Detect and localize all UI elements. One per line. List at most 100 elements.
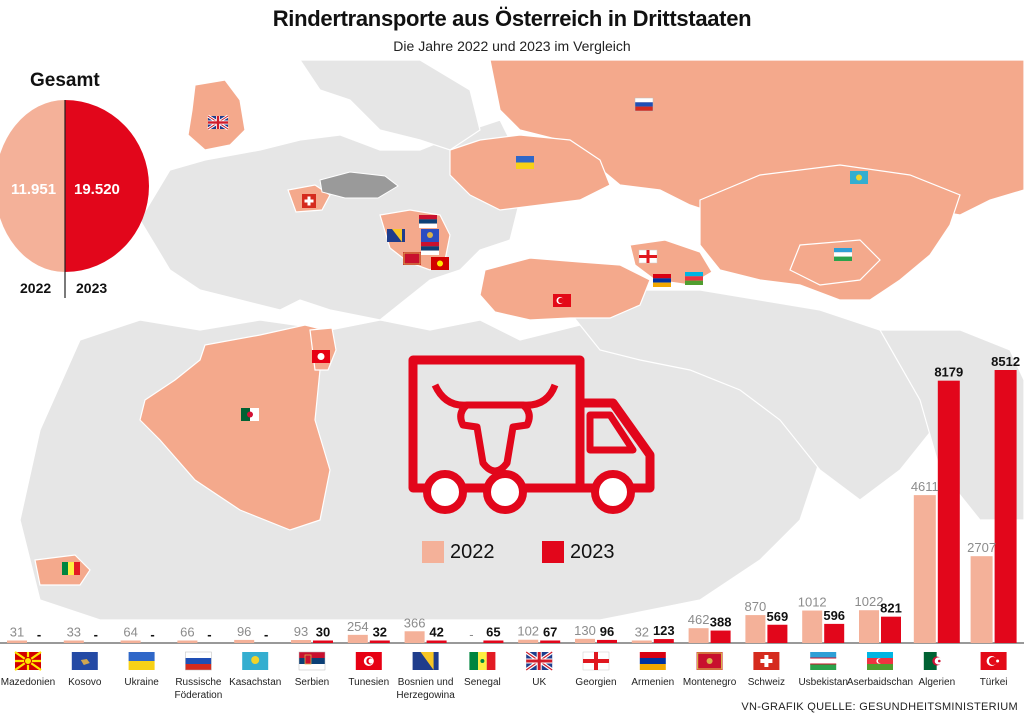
flag-icon-mk [14,651,42,671]
land-europe [139,119,521,321]
legend-swatch-2023 [542,541,564,563]
bar-2022-17 [970,556,993,643]
flag-icon-rs [298,651,326,671]
category-label-6: Tunesien [348,677,389,688]
value-label-2023-5: 30 [316,625,330,640]
category-label-8: Senegal [464,677,501,688]
flag-icon-ba [412,652,439,670]
category-label-10: Georgien [575,677,616,688]
flag-icon-dz [923,652,950,670]
bar-2023-14 [824,623,845,643]
category-label-7-1: Herzegowina [396,690,455,701]
value-label-2023-14: 596 [823,608,845,623]
bar-2022-5 [291,640,311,643]
total-title: Gesamt [30,70,100,91]
flag-icon-xk [71,652,98,670]
value-label-2023-11: 123 [653,623,675,638]
bar-2023-15 [881,616,901,643]
bar-2023-12 [710,630,731,643]
total-value-2023: 19.520 [74,181,120,198]
category-label-9: UK [532,677,546,688]
background-map [0,60,1024,620]
total-year-2022: 2022 [20,280,52,296]
value-label-2022-1: 33 [67,625,81,640]
bar-2023-17 [994,370,1017,643]
bar-2022-6 [347,634,368,643]
bar-2023-16 [937,380,960,643]
value-label-2023-17: 8512 [991,354,1020,369]
value-label-2022-11: 32 [635,625,649,640]
map-flags [62,97,868,575]
bar-2022-1 [63,640,84,643]
value-label-2022-10: 130 [574,623,596,638]
value-label-2023-3: - [207,627,211,642]
bar-2023-8 [483,640,504,643]
flag-icon-uz [810,652,837,670]
value-label-2022-8: - [469,627,473,642]
value-label-2022-14: 1012 [798,595,827,610]
value-label-2023-6: 32 [373,625,387,640]
value-label-2022-4: 96 [237,624,251,639]
category-label-0: Mazedonien [1,677,55,688]
bar-2023-13 [767,624,788,643]
bar-2022-15 [859,610,879,643]
land-middle-east [558,289,941,501]
flag-icon-ch [753,652,780,670]
value-label-2023-0: - [37,627,41,642]
bar-2022-10 [575,638,595,643]
value-label-2023-4: - [264,627,268,642]
value-label-2023-2: - [150,627,154,642]
map-uzbekistan [789,239,881,286]
category-label-15: Aserbaidschan [847,677,913,688]
map-austria [319,171,399,199]
value-label-2023-7: 42 [429,625,443,640]
legend-label-2023: 2023 [570,540,615,563]
flag-icon-tn [355,652,382,670]
bar-2023-7 [426,640,447,643]
bar-2023-6 [369,640,390,643]
bar-2023-10 [597,639,617,643]
category-label-12: Montenegro [683,677,737,688]
category-label-13: Schweiz [748,677,785,688]
category-label-17: Türkei [980,677,1008,688]
chart-title: Rindertransporte aus Österreich in Dritt… [272,6,752,31]
bar-2022-7 [404,631,425,643]
value-label-2022-2: 64 [123,625,137,640]
category-label-4: Kasachstan [229,677,281,688]
bar-2022-14 [802,610,823,643]
flag-icon-am [639,652,666,670]
legend-item-2023: 2023 [542,540,615,564]
bar-2022-16 [913,495,936,643]
bar-2022-12 [688,628,709,643]
category-label-2: Ukraine [124,677,159,688]
bar-2022-11 [631,640,652,643]
bar-2023-11 [653,639,674,643]
category-label-11: Armenien [631,677,674,688]
map-uk [187,79,246,151]
value-label-2023-13: 569 [767,609,789,624]
flag-icon-me [696,652,723,670]
category-label-16: Algerien [918,677,955,688]
legend-swatch-2022 [422,541,444,563]
bar-2022-9 [518,639,539,643]
pie-slice-2022 [0,100,65,272]
value-label-2023-16: 8179 [934,365,963,380]
flag-icon-ru [185,651,212,671]
flag-icon-tr [980,652,1007,670]
value-label-2022-3: 66 [180,625,194,640]
category-label-7: Bosnien und [398,677,454,688]
total-year-2023: 2023 [76,280,108,296]
category-label-3: Russische [175,677,222,688]
category-label-3-1: Föderation [174,690,222,701]
total-pie [0,100,149,298]
flag-icon-az [867,652,893,670]
category-label-5: Serbien [295,677,329,688]
value-label-2022-0: 31 [10,625,24,640]
value-label-2022-17: 2707 [967,540,996,555]
value-label-2023-12: 388 [710,615,732,630]
map-ukraine [449,134,611,211]
value-label-2022-7: 366 [404,615,426,630]
bar-2022-2 [120,640,141,643]
category-label-14: Usbekistan [798,677,847,688]
